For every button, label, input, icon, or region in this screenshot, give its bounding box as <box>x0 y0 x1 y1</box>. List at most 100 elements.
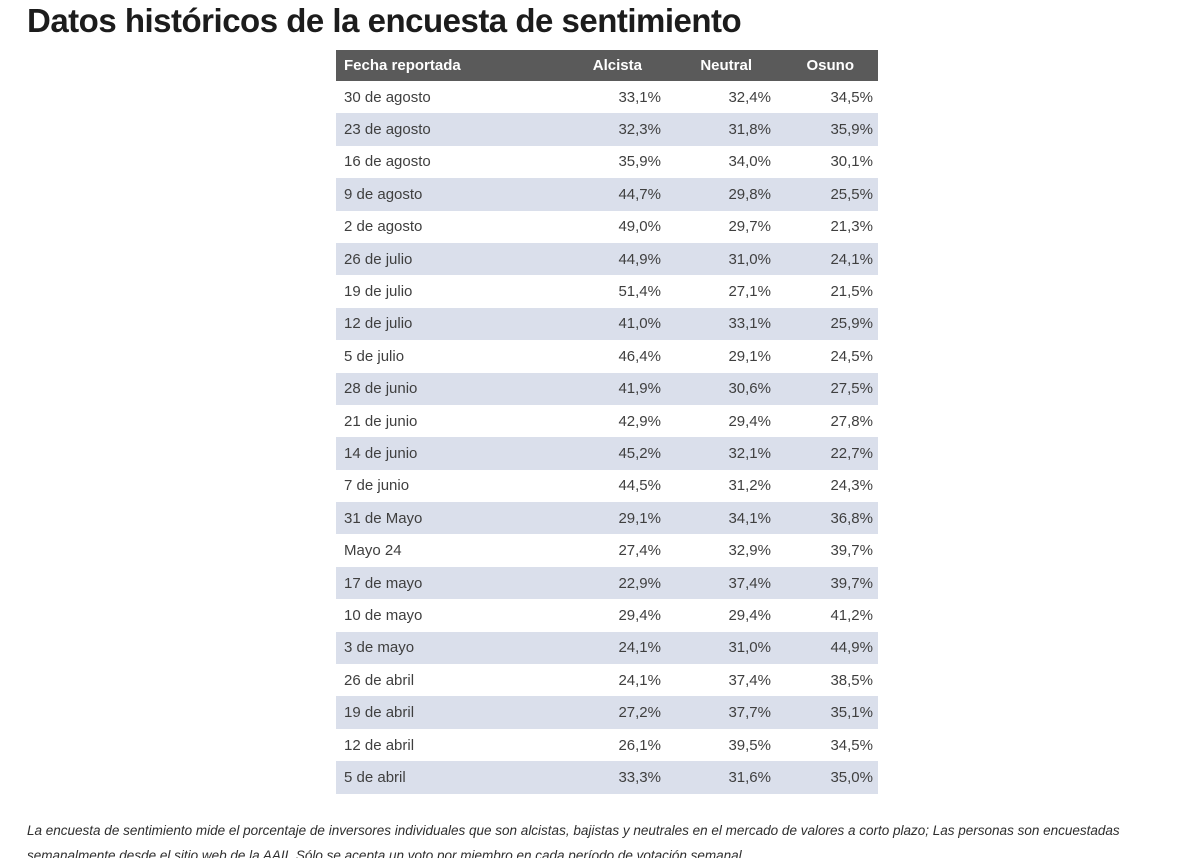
value-cell: 27,1% <box>728 283 771 301</box>
table-row: 26 de julio 44,9% 31,0% 24,1% <box>336 242 878 276</box>
date-cell: 19 de abril <box>344 704 415 722</box>
table-row: 5 de abril 33,3% 31,6% 35,0% <box>336 761 878 794</box>
value-cell: 33,1% <box>618 88 661 106</box>
value-cell: 29,4% <box>728 412 771 430</box>
date-cell: 12 de julio <box>344 315 413 333</box>
value-cell: 24,1% <box>830 250 873 268</box>
table-row: 7 de junio 44,5% 31,2% 24,3% <box>336 470 878 502</box>
table-row: 17 de mayo 22,9% 37,4% 39,7% <box>336 566 878 600</box>
value-cell: 30,1% <box>830 153 873 171</box>
header-row: Fecha reportada Alcista Neutral Osuno <box>336 50 878 81</box>
date-cell: 30 de agosto <box>344 88 431 106</box>
value-cell: 38,5% <box>830 671 873 689</box>
value-cell: 41,9% <box>618 380 661 398</box>
date-cell: 17 de mayo <box>344 574 423 592</box>
value-cell: 37,4% <box>728 574 771 592</box>
value-cell: 44,9% <box>618 250 661 268</box>
table-row: 19 de julio 51,4% 27,1% 21,5% <box>336 275 878 307</box>
date-cell: 23 de agosto <box>344 121 431 139</box>
value-cell: 31,2% <box>728 477 771 495</box>
table-row: 19 de abril 27,2% 37,7% 35,1% <box>336 696 878 729</box>
table-row: 14 de junio 45,2% 32,1% 22,7% <box>336 437 878 470</box>
value-cell: 39,5% <box>728 736 771 754</box>
value-cell: 37,7% <box>728 704 771 722</box>
page-title: Datos históricos de la encuesta de senti… <box>27 2 742 39</box>
value-cell: 33,3% <box>618 768 661 786</box>
value-cell: 35,9% <box>830 121 873 139</box>
date-cell: 28 de junio <box>344 380 418 398</box>
value-cell: 27,4% <box>618 542 661 560</box>
table-row: Mayo 24 27,4% 32,9% 39,7% <box>336 534 878 566</box>
date-cell: 7 de junio <box>344 477 410 495</box>
table-row: 5 de julio 46,4% 29,1% 24,5% <box>336 340 878 372</box>
table-row: 3 de mayo 24,1% 31,0% 44,9% <box>336 631 878 665</box>
value-cell: 29,8% <box>728 185 771 203</box>
value-cell: 41,0% <box>618 315 661 333</box>
value-cell: 21,5% <box>830 283 873 301</box>
value-cell: 32,9% <box>728 542 771 560</box>
value-cell: 36,8% <box>830 509 873 527</box>
table-row: 28 de junio 41,9% 30,6% 27,5% <box>336 372 878 405</box>
value-cell: 51,4% <box>618 283 661 301</box>
value-cell: 35,0% <box>830 768 873 786</box>
value-cell: 33,1% <box>728 315 771 333</box>
value-cell: 39,7% <box>830 542 873 560</box>
value-cell: 34,0% <box>728 153 771 171</box>
table-row: 9 de agosto 44,7% 29,8% 25,5% <box>336 178 878 211</box>
table-body: 30 de agosto 33,1% 32,4% 34,5% 23 de agosto 3… <box>336 81 878 794</box>
table-row: 2 de agosto 49,0% 29,7% 21,3% <box>336 211 878 243</box>
value-cell: 34,1% <box>728 509 771 527</box>
date-cell: 9 de agosto <box>344 185 423 203</box>
value-cell: 45,2% <box>618 444 661 462</box>
table-row: 10 de mayo 29,4% 29,4% 41,2% <box>336 599 878 631</box>
table-row: 26 de abril 24,1% 37,4% 38,5% <box>336 664 878 696</box>
value-cell: 29,1% <box>728 347 771 365</box>
table-header: Fecha reportada Alcista Neutral Osuno <box>336 50 878 81</box>
date-cell: Mayo 24 <box>344 542 402 560</box>
column-header-osuno: Osuno <box>776 50 878 81</box>
date-cell: 3 de mayo <box>344 639 415 657</box>
date-cell: 26 de julio <box>344 250 413 268</box>
table-row: 12 de abril 26,1% 39,5% 34,5% <box>336 729 878 761</box>
value-cell: 29,1% <box>618 509 661 527</box>
value-cell: 24,5% <box>830 347 873 365</box>
value-cell: 27,5% <box>830 380 873 398</box>
column-header-neutral: Neutral <box>666 50 776 81</box>
value-cell: 42,9% <box>618 412 661 430</box>
value-cell: 27,2% <box>618 704 661 722</box>
date-cell: 5 de julio <box>344 347 405 365</box>
value-cell: 29,4% <box>728 606 771 624</box>
date-cell: 26 de abril <box>344 671 415 689</box>
column-header-fecha-reportada: Fecha reportada <box>336 50 560 81</box>
value-cell: 29,4% <box>618 606 661 624</box>
value-cell: 44,7% <box>618 185 661 203</box>
table-row: 30 de agosto 33,1% 32,4% 34,5% <box>336 81 878 113</box>
value-cell: 30,6% <box>728 380 771 398</box>
table-row: 31 de Mayo 29,1% 34,1% 36,8% <box>336 502 878 535</box>
value-cell: 44,5% <box>618 477 661 495</box>
table-row: 23 de agosto 32,3% 31,8% 35,9% <box>336 113 878 146</box>
value-cell: 41,2% <box>830 606 873 624</box>
date-cell: 10 de mayo <box>344 606 423 624</box>
value-cell: 27,8% <box>830 412 873 430</box>
value-cell: 35,9% <box>618 153 661 171</box>
value-cell: 49,0% <box>618 218 661 236</box>
footnote-text: La encuesta de sentimiento mide el porce… <box>27 822 1120 858</box>
value-cell: 32,1% <box>728 444 771 462</box>
date-cell: 21 de junio <box>344 412 418 430</box>
value-cell: 39,7% <box>830 574 873 592</box>
sentiment-history-table: Fecha reportada Alcista Neutral Osuno 30… <box>336 50 878 794</box>
value-cell: 32,3% <box>618 121 661 139</box>
value-cell: 25,5% <box>830 185 873 203</box>
value-cell: 31,0% <box>728 250 771 268</box>
value-cell: 37,4% <box>728 671 771 689</box>
value-cell: 29,7% <box>728 218 771 236</box>
date-cell: 14 de junio <box>344 444 418 462</box>
date-cell: 12 de abril <box>344 736 415 754</box>
value-cell: 24,1% <box>618 671 661 689</box>
value-cell: 26,1% <box>618 736 661 754</box>
date-cell: 16 de agosto <box>344 153 431 171</box>
value-cell: 22,9% <box>618 574 661 592</box>
table-row: 16 de agosto 35,9% 34,0% 30,1% <box>336 146 878 178</box>
value-cell: 44,9% <box>830 639 873 657</box>
